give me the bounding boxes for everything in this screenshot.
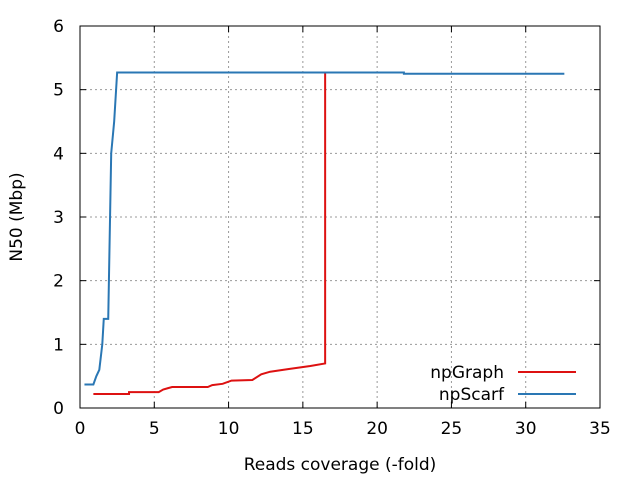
x-tick-label: 30 xyxy=(515,419,537,439)
series-line-npscarf xyxy=(84,71,565,386)
x-tick-label: 20 xyxy=(366,419,388,439)
y-tick-label: 4 xyxy=(53,144,64,164)
y-tick-label: 5 xyxy=(53,81,64,101)
series-line-npgraph xyxy=(93,72,327,395)
y-tick-label: 3 xyxy=(53,208,64,228)
x-tick-label: 10 xyxy=(218,419,240,439)
grid-lines xyxy=(80,26,600,408)
series-lines xyxy=(84,71,565,395)
y-tick-label: 0 xyxy=(53,399,64,419)
x-axis-label: Reads coverage (-fold) xyxy=(244,455,437,475)
legend-label-npgraph: npGraph xyxy=(430,363,504,383)
y-axis-label: N50 (Mbp) xyxy=(7,172,27,261)
x-tick-label: 5 xyxy=(149,419,160,439)
x-tick-label: 35 xyxy=(589,419,611,439)
x-tick-label: 25 xyxy=(441,419,463,439)
x-tick-label: 15 xyxy=(292,419,314,439)
y-tick-label: 6 xyxy=(53,17,64,37)
x-tick-label: 0 xyxy=(75,419,86,439)
y-tick-label: 1 xyxy=(53,335,64,355)
y-tick-label: 2 xyxy=(53,272,64,292)
axis-ticks: 0 5 10 15 20 25 30 35 0 1 2 3 4 5 6 xyxy=(53,17,611,439)
legend-label-npscarf: npScarf xyxy=(439,385,505,405)
